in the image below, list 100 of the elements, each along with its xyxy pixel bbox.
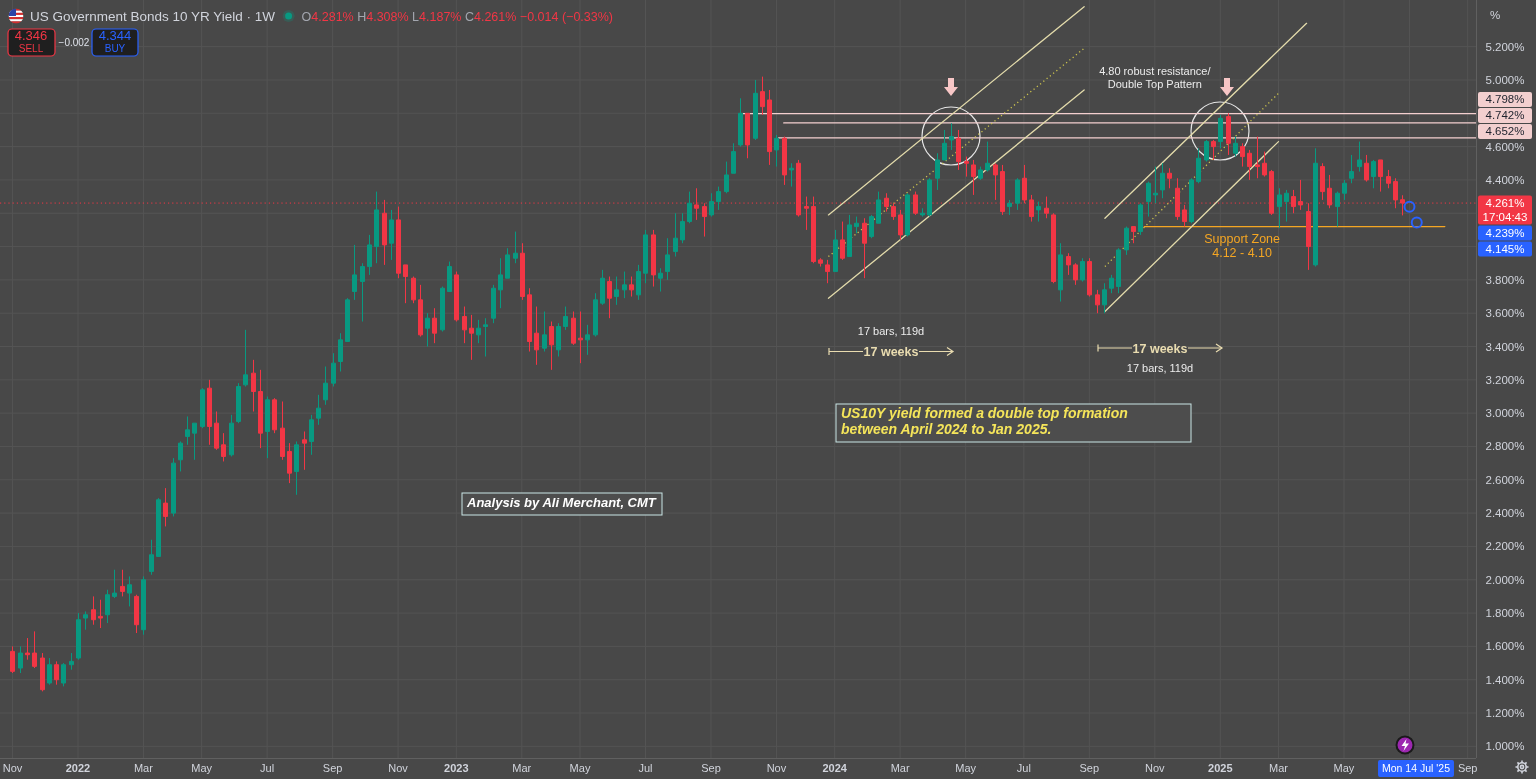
x-tick-label: May [955, 762, 977, 774]
candlestick [316, 394, 321, 426]
data-label: 4.652% [1485, 125, 1525, 138]
candlestick [505, 247, 510, 279]
y-tick-label: 3.200% [1485, 373, 1525, 386]
candlestick [1131, 226, 1136, 244]
ref-line-label: 4.261% [1485, 196, 1525, 209]
candlestick [1044, 196, 1049, 219]
candlestick [229, 414, 234, 457]
candlestick [352, 244, 357, 301]
candlestick [709, 192, 714, 218]
candlestick [120, 569, 125, 597]
candlestick [1196, 147, 1201, 184]
candlestick [643, 229, 648, 284]
candlestick [818, 257, 823, 268]
x-tick-label: Sep [701, 762, 721, 774]
candlestick [418, 284, 423, 338]
candlestick [149, 539, 154, 576]
y-axis-title: % [1490, 9, 1501, 21]
y-tick-label: 1.000% [1485, 740, 1525, 753]
y-tick-label: 1.800% [1485, 607, 1525, 620]
text: 17:04:43 [1482, 210, 1528, 223]
y-tick-label: 1.400% [1485, 673, 1525, 686]
candlestick [76, 612, 81, 661]
x-tick-label: May [191, 762, 213, 774]
candlestick [833, 229, 838, 273]
candlestick [1102, 282, 1107, 314]
candlestick [520, 242, 525, 301]
candlestick [265, 395, 270, 459]
candlestick [964, 156, 969, 178]
candlestick [1080, 257, 1085, 283]
candlestick [251, 359, 256, 412]
annotation: Support Zone 4.12 - 4.10 [1204, 231, 1281, 260]
candlestick [47, 657, 52, 686]
candlestick [636, 264, 641, 301]
annotation: 17 bars, 119d [1126, 362, 1194, 374]
candlestick [69, 652, 74, 671]
candlestick [534, 306, 539, 366]
candlestick [665, 237, 670, 281]
y-tick-label: 4.600% [1485, 140, 1525, 153]
candlestick [112, 569, 117, 599]
candlestick [1247, 149, 1252, 181]
data-label: 4.742% [1485, 109, 1525, 122]
candlestick [993, 162, 998, 201]
x-tick-label: 2024 [822, 762, 848, 774]
y-tick-label: 2.800% [1485, 440, 1525, 453]
candlestick [527, 287, 532, 353]
candlestick [389, 209, 394, 261]
candlestick [578, 311, 583, 364]
data-label: 4.798% [1485, 93, 1525, 106]
candlestick [935, 152, 940, 191]
candlestick [454, 271, 459, 323]
annotation: BUY [104, 43, 126, 54]
y-tick-label: 2.200% [1485, 540, 1525, 553]
candlestick [171, 457, 176, 517]
candlestick [10, 645, 15, 674]
y-tick-label: 1.200% [1485, 707, 1525, 720]
candlestick [1066, 252, 1071, 276]
annotation: −0.002 [58, 37, 90, 48]
candlestick [1095, 289, 1100, 314]
candlestick [294, 440, 299, 496]
candlestick [18, 645, 23, 674]
candlestick [1153, 166, 1158, 204]
y-tick-label: 5.200% [1485, 40, 1525, 53]
candlestick [1240, 142, 1245, 168]
x-tick-label: Nov [2, 762, 23, 774]
y-tick-label: 1.600% [1485, 640, 1525, 653]
candlestick [760, 76, 765, 116]
candlestick [411, 276, 416, 304]
candlestick [98, 599, 103, 629]
candlestick [1284, 189, 1289, 223]
x-tick-label: Mar [512, 762, 532, 774]
x-tick-label: Sep [1079, 762, 1100, 774]
candlestick [942, 129, 947, 161]
y-tick-label: 3.600% [1485, 307, 1525, 320]
candlestick [323, 366, 328, 406]
candlestick [32, 630, 37, 669]
annotation: 4.344 [98, 28, 132, 43]
y-tick-label: 3.000% [1485, 407, 1525, 420]
candlestick [731, 142, 736, 174]
candlestick [134, 594, 139, 634]
candlestick [25, 637, 30, 661]
candlestick [207, 379, 212, 446]
x-tick-label: Mar [133, 762, 154, 774]
candlestick [1000, 164, 1005, 216]
candlestick [571, 311, 576, 346]
candlestick [1051, 212, 1056, 284]
x-tick-label: May [1333, 762, 1355, 774]
candlestick [738, 97, 743, 148]
candlestick [862, 217, 867, 279]
candlestick [687, 191, 692, 224]
candlestick [1015, 177, 1020, 211]
candlestick [978, 166, 983, 181]
candlestick [200, 387, 205, 429]
candlestick [593, 292, 598, 338]
candlestick [607, 276, 612, 319]
candlestick [927, 177, 932, 218]
candlestick [61, 662, 66, 687]
annotation: 4.80 robust resistance/ Double Top Pattern [1099, 64, 1212, 90]
annotation: 17 bars, 119d [857, 325, 925, 337]
